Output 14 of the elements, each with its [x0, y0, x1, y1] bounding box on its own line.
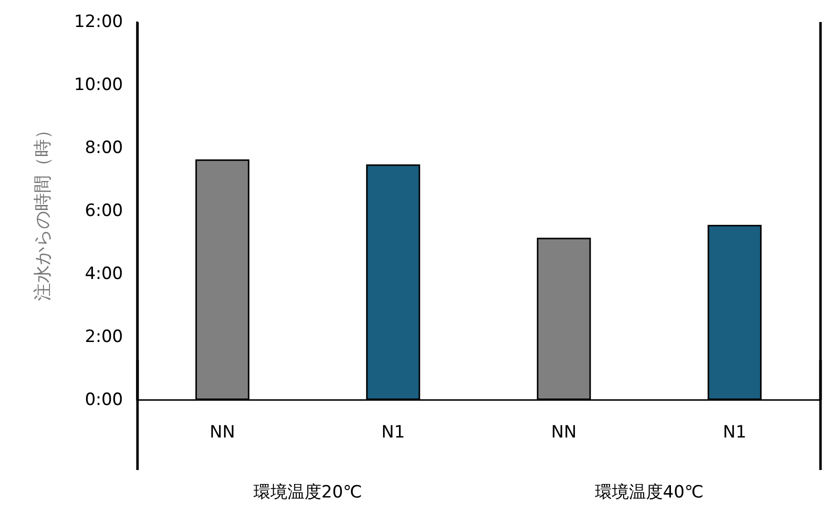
y-tick-label: 0:00: [84, 390, 123, 410]
y-tick-label: 4:00: [84, 264, 123, 284]
y-tick-label: 8:00: [84, 138, 123, 158]
y-tick-label: 10:00: [74, 75, 123, 95]
x-tick-label: N1: [722, 422, 746, 442]
text: 環境温度20℃: [253, 482, 362, 502]
x-tick-label: N1: [381, 422, 405, 442]
y-tick-label: 12:00: [74, 12, 123, 32]
x-tick-label: NN: [210, 422, 236, 442]
x-tick-label: NN: [551, 422, 577, 442]
y-axis-title: 注水からの時間（時）: [32, 121, 54, 301]
text: 環境温度40℃: [594, 482, 704, 502]
y-tick-label: 2:00: [84, 327, 123, 347]
y-tick-label: 6:00: [84, 201, 123, 221]
